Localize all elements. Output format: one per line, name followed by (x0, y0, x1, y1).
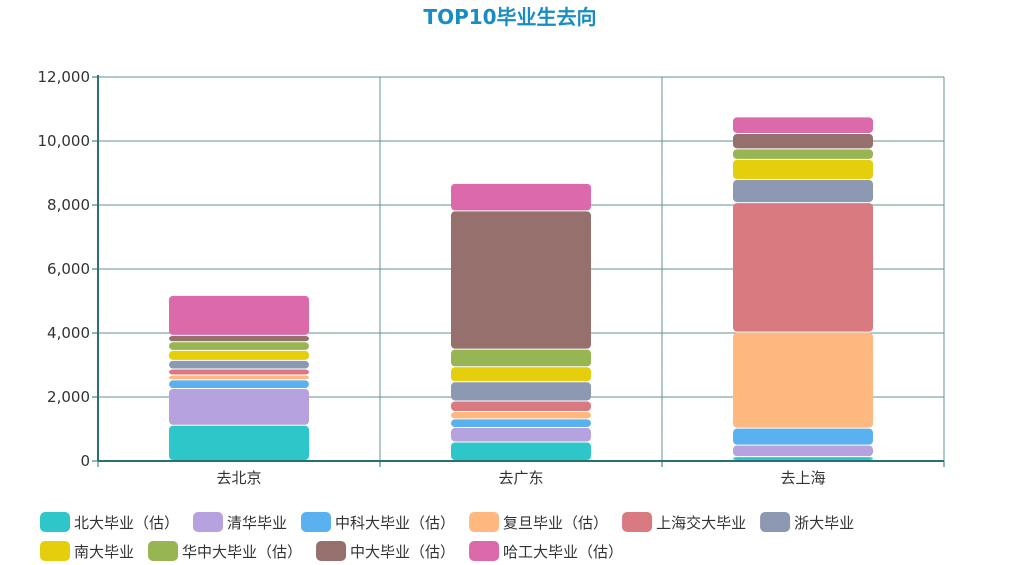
legend-swatch-2 (301, 512, 332, 532)
y-tick-label-1: 2,000 (47, 388, 90, 406)
legend-label-8: 中大毕业（估） (350, 543, 455, 561)
legend-label-4: 上海交大毕业 (656, 514, 746, 532)
x-tick-label-0: 去北京 (216, 469, 261, 487)
legend-label-6: 南大毕业 (74, 543, 134, 561)
bar-segment-1-1 (451, 428, 591, 442)
bar-segment-1-0 (451, 442, 591, 460)
legend-swatch-3 (469, 512, 500, 532)
bar-segment-0-4 (169, 369, 309, 375)
bar-segment-2-7 (733, 149, 873, 159)
bar-segment-1-5 (451, 382, 591, 401)
bar-segment-2-2 (733, 428, 873, 445)
legend-label-7: 华中大毕业（估） (182, 543, 302, 561)
legend-swatch-5 (760, 512, 791, 532)
bar-segment-0-5 (169, 360, 309, 369)
bar-segment-1-3 (451, 412, 591, 419)
legend-swatch-9 (469, 541, 500, 561)
bar-segment-0-0 (169, 425, 309, 460)
y-tick-label-4: 8,000 (47, 196, 90, 214)
bar-segment-2-0 (733, 457, 873, 460)
bar-segment-2-8 (733, 133, 873, 149)
legend-swatch-4 (622, 512, 653, 532)
legend-swatch-1 (193, 512, 224, 532)
bar-segment-0-7 (169, 342, 309, 350)
chart-title: TOP10毕业生去向 (423, 5, 596, 29)
bar-segment-2-5 (733, 180, 873, 203)
bar-segment-0-8 (169, 335, 309, 342)
bar-segment-0-9 (169, 295, 309, 335)
legend-label-3: 复旦毕业（估） (503, 514, 608, 532)
legend-label-1: 清华毕业 (227, 514, 287, 532)
legend-label-0: 北大毕业（估） (74, 514, 179, 532)
y-tick-label-3: 6,000 (47, 260, 90, 278)
y-tick-label-5: 10,000 (38, 132, 91, 150)
bar-segment-1-6 (451, 367, 591, 382)
y-tick-label-6: 12,000 (38, 68, 91, 86)
legend-label-9: 哈工大毕业（估） (503, 543, 623, 561)
bar-segment-1-4 (451, 401, 591, 412)
y-tick-label-2: 4,000 (47, 324, 90, 342)
x-axis-ticks: 去北京 去广东 去上海 (97, 461, 945, 487)
legend-label-5: 浙大毕业 (794, 514, 854, 532)
bar-segment-1-2 (451, 419, 591, 428)
legend-swatch-6 (40, 541, 70, 561)
bar-segment-2-1 (733, 445, 873, 457)
x-tick-label-2: 去上海 (780, 469, 825, 487)
bars (169, 117, 873, 460)
bar-segment-1-8 (451, 211, 591, 349)
legend: 北大毕业（估） 清华毕业 中科大毕业（估） 复旦毕业（估） 上海交大毕业 浙大毕业南大毕业… (40, 512, 854, 561)
bar-segment-2-6 (733, 159, 873, 180)
y-axis-ticks: 0 2,000 4,000 6,000 8,000 10,000 12,000 (38, 68, 98, 470)
bar-segment-0-1 (169, 389, 309, 425)
y-tick-label-0: 0 (80, 452, 90, 470)
bar-segment-1-7 (451, 349, 591, 367)
bar-segment-1-9 (451, 183, 591, 211)
legend-swatch-7 (148, 541, 179, 561)
bar-segment-2-9 (733, 117, 873, 133)
x-tick-label-1: 去广东 (498, 469, 543, 487)
legend-swatch-8 (316, 541, 347, 561)
legend-label-2: 中科大毕业（估） (335, 514, 455, 532)
bar-segment-0-3 (169, 375, 309, 380)
bar-segment-0-2 (169, 380, 309, 388)
legend-swatch-0 (40, 512, 70, 532)
bar-segment-2-3 (733, 332, 873, 428)
bar-segment-0-6 (169, 350, 309, 360)
bar-segment-2-4 (733, 203, 873, 332)
